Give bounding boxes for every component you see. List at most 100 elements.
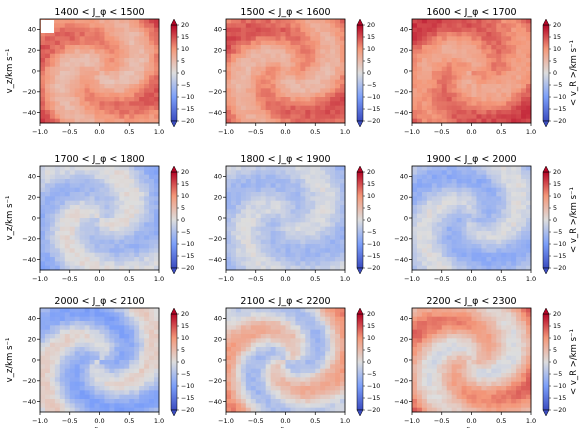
x-tick-label: 0.0 xyxy=(94,417,104,425)
heatmap-cell xyxy=(265,222,272,228)
heatmap-cell xyxy=(144,40,150,46)
heatmap-cell xyxy=(129,368,135,374)
heatmap-cell xyxy=(49,399,56,404)
heatmap-cell xyxy=(134,79,140,85)
heatmap-cell xyxy=(134,342,140,348)
heatmap-cell xyxy=(300,170,306,176)
heatmap-cell xyxy=(431,196,438,202)
heatmap-cell xyxy=(421,75,428,81)
heatmap-cell xyxy=(280,257,286,262)
heatmap-cell xyxy=(235,386,242,391)
colorbar-tick-label: 5 xyxy=(553,205,557,212)
heatmap-cell xyxy=(330,252,336,258)
heatmap-cell xyxy=(340,213,346,219)
heatmap-cell xyxy=(486,261,492,267)
heatmap-cell xyxy=(501,265,507,271)
heatmap-cell xyxy=(240,377,247,383)
heatmap-cell xyxy=(59,373,66,378)
heatmap-cell xyxy=(461,244,467,249)
heatmap-cell xyxy=(89,257,95,262)
heatmap-cell xyxy=(44,235,51,241)
heatmap-cell xyxy=(64,381,71,387)
heatmap-cell xyxy=(109,312,115,318)
heatmap-cell xyxy=(456,92,462,98)
heatmap-cell xyxy=(280,114,286,120)
heatmap-cell xyxy=(265,49,272,55)
heatmap-cell xyxy=(270,226,276,232)
heatmap-cell xyxy=(412,62,418,68)
heatmap-cell xyxy=(295,170,301,176)
heatmap-cell xyxy=(134,239,140,245)
heatmap-cell xyxy=(89,27,95,33)
heatmap-cell xyxy=(59,368,66,374)
panel-title: 1400 < J_φ < 1500 xyxy=(54,7,144,18)
heatmap-cell xyxy=(280,196,286,202)
heatmap-cell xyxy=(340,325,346,331)
heatmap-cell xyxy=(129,88,135,94)
heatmap-cell xyxy=(230,226,237,232)
heatmap-cell xyxy=(119,79,125,85)
heatmap-cell xyxy=(255,308,262,313)
heatmap-cell xyxy=(260,394,267,400)
heatmap-cell xyxy=(49,40,56,46)
heatmap-cell xyxy=(144,53,150,59)
heatmap-cell xyxy=(506,257,512,262)
heatmap-cell xyxy=(119,399,125,404)
heatmap-cell xyxy=(330,58,336,63)
heatmap-cell xyxy=(451,105,458,111)
heatmap-cell xyxy=(124,321,130,326)
heatmap-cell xyxy=(315,399,321,404)
heatmap-cell xyxy=(421,88,428,94)
heatmap-cell xyxy=(265,88,272,94)
heatmap-cell xyxy=(295,347,301,352)
heatmap-cell xyxy=(421,45,428,50)
heatmap-cell xyxy=(285,257,291,262)
heatmap-cell xyxy=(305,183,311,189)
heatmap-cell xyxy=(139,166,145,171)
heatmap-cell xyxy=(226,360,232,365)
colorbar-tick-label: 0 xyxy=(367,217,371,224)
heatmap-cell xyxy=(59,226,66,232)
heatmap-cell xyxy=(64,394,71,400)
heatmap-cell xyxy=(330,213,336,219)
heatmap-cell xyxy=(412,377,418,383)
heatmap-cell xyxy=(74,114,81,120)
heatmap-cell xyxy=(124,252,130,258)
heatmap-cell xyxy=(124,338,130,344)
heatmap-cell xyxy=(315,321,321,326)
heatmap-cell xyxy=(84,196,90,202)
heatmap-cell xyxy=(154,381,160,387)
heatmap-cell xyxy=(516,239,522,245)
heatmap-cell xyxy=(109,222,115,228)
heatmap-cell xyxy=(441,118,448,124)
heatmap-cell xyxy=(526,244,532,249)
heatmap-cell xyxy=(501,58,507,63)
heatmap-cell xyxy=(275,40,281,46)
heatmap-cell xyxy=(300,213,306,219)
heatmap-cell xyxy=(295,23,301,29)
heatmap-cell xyxy=(431,209,438,215)
heatmap-cell xyxy=(245,71,252,76)
heatmap-cell xyxy=(250,222,257,228)
y-tick-label: −20 xyxy=(394,235,408,243)
heatmap-cell xyxy=(446,192,453,197)
heatmap-cell xyxy=(305,92,311,98)
heatmap-cell xyxy=(49,360,56,365)
heatmap-cell xyxy=(270,239,276,245)
heatmap-cell xyxy=(250,209,257,215)
heatmap-cell xyxy=(330,179,336,184)
heatmap-cell xyxy=(285,364,291,370)
heatmap-cell xyxy=(54,213,61,219)
heatmap-cell xyxy=(119,235,125,241)
heatmap-cell xyxy=(300,364,306,370)
heatmap-cell xyxy=(154,239,160,245)
heatmap-cell xyxy=(154,399,160,404)
heatmap-cell xyxy=(139,23,145,29)
heatmap-cell xyxy=(471,213,477,219)
heatmap-cell xyxy=(94,196,100,202)
heatmap-cell xyxy=(290,218,296,223)
heatmap-cell xyxy=(461,231,467,236)
heatmap-cell xyxy=(89,166,95,171)
heatmap-cell xyxy=(119,368,125,374)
